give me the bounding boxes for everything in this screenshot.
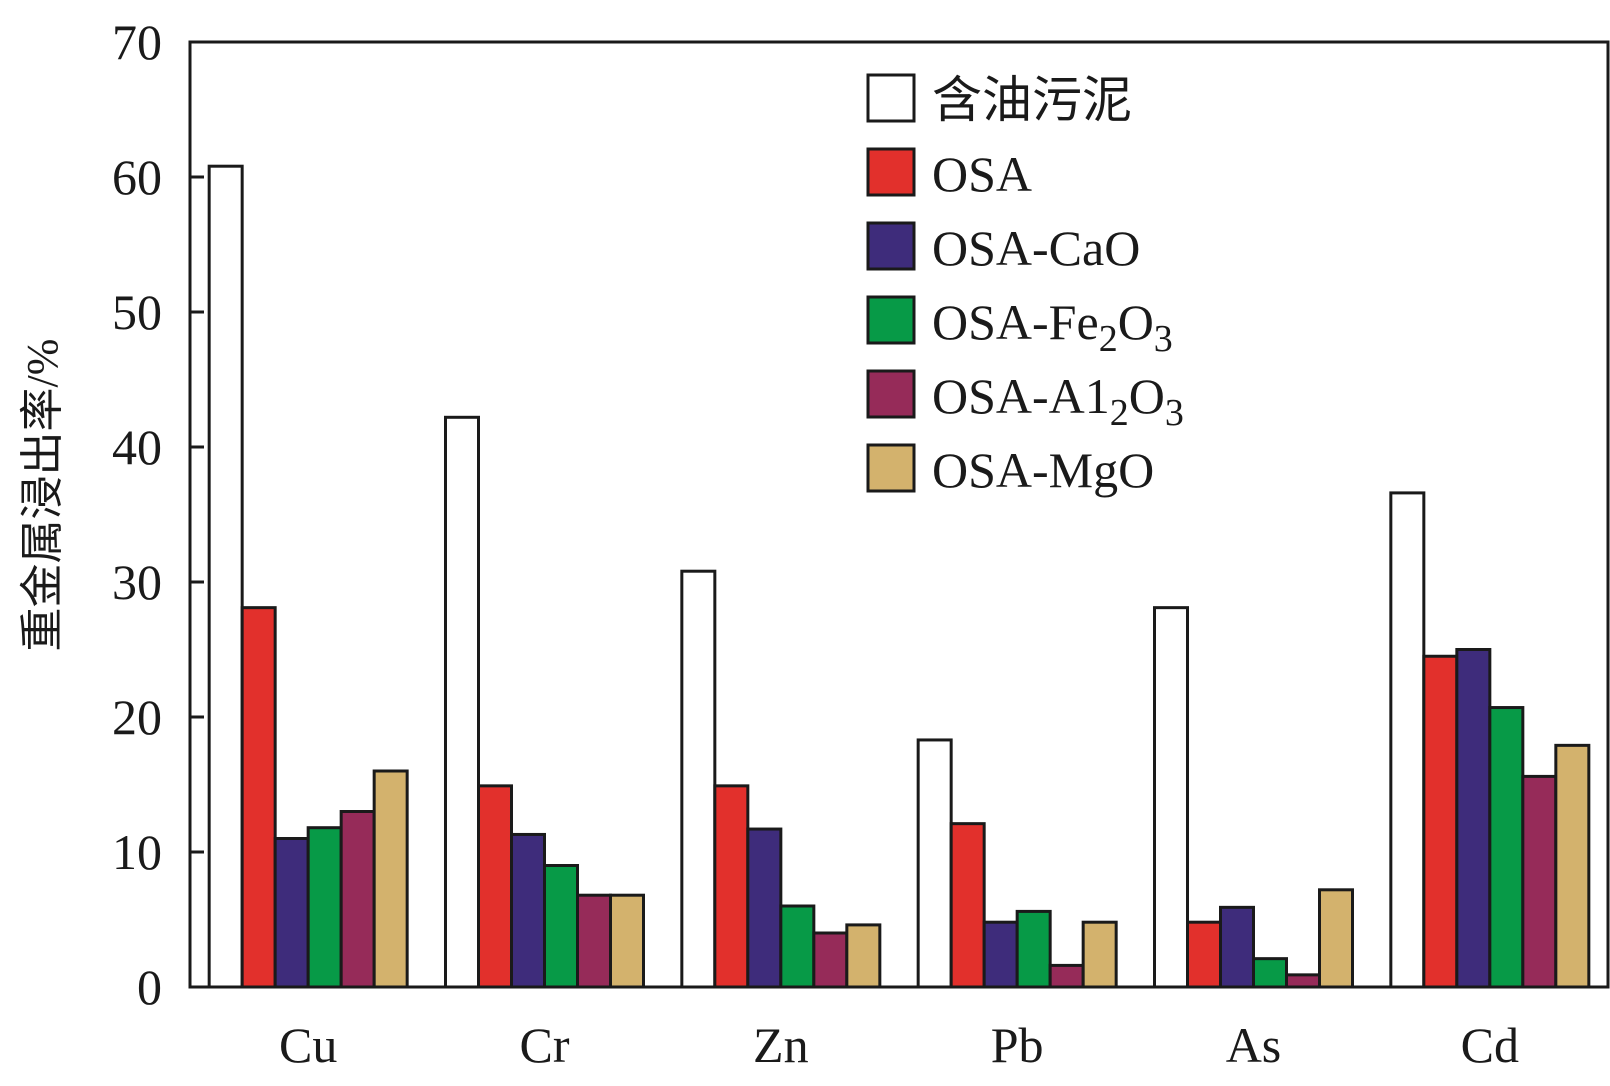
plot-frame <box>188 40 1610 989</box>
legend-swatch <box>866 295 916 345</box>
bar <box>510 832 546 989</box>
bar <box>1153 606 1189 989</box>
legend-label-text: OSA-CaO <box>932 220 1140 276</box>
legend-label-subscript: 3 <box>1165 392 1184 434</box>
bar <box>543 864 579 989</box>
legend-label-subscript: 2 <box>1110 392 1129 434</box>
bar <box>982 920 1019 989</box>
legend-label-subscript: 3 <box>1154 318 1173 360</box>
y-tick-label: 20 <box>112 689 162 745</box>
bar <box>1318 888 1354 989</box>
bar <box>1048 963 1085 989</box>
bar <box>845 923 882 989</box>
bar <box>1219 905 1255 989</box>
bar <box>477 784 513 989</box>
legend-label-text: OSA-Fe <box>932 294 1099 350</box>
legend-label-formula: O <box>1118 294 1154 350</box>
legend-label-subscript: 2 <box>1099 318 1118 360</box>
legend-label: OSA-MgO <box>932 442 1154 498</box>
legend-label: OSA-CaO <box>932 220 1140 276</box>
y-axis-title: 重金属浸出率/% <box>18 339 67 652</box>
legend-label-formula: O <box>1129 368 1165 424</box>
legend-swatch <box>866 443 916 493</box>
bar <box>1285 973 1321 989</box>
bar <box>339 810 376 989</box>
bar <box>1081 920 1118 989</box>
legend-swatch <box>866 221 916 271</box>
x-tick-label: Cu <box>279 1017 337 1073</box>
bar <box>1015 909 1052 989</box>
bar <box>576 893 612 989</box>
x-tick-label: Zn <box>753 1017 809 1073</box>
bar <box>1422 654 1459 989</box>
y-axis: 0 10 20 30 40 50 60 70 <box>112 14 204 1015</box>
bar <box>680 569 717 989</box>
bar <box>609 893 645 989</box>
legend-label-text: OSA <box>932 146 1032 202</box>
bar <box>306 826 343 989</box>
bar <box>779 904 816 989</box>
legend-label: OSA <box>932 146 1032 202</box>
y-tick-label: 70 <box>112 14 162 70</box>
bar <box>273 837 310 989</box>
bar <box>1455 648 1492 989</box>
bars-layer <box>207 164 1591 989</box>
bar <box>372 769 409 989</box>
legend-label: 含油污泥 <box>932 72 1132 128</box>
bar <box>1186 920 1222 989</box>
bar <box>916 738 953 989</box>
y-tick-label: 50 <box>112 284 162 340</box>
bar <box>207 164 244 989</box>
x-tick-label: Pb <box>991 1017 1044 1073</box>
legend-swatch <box>866 147 916 197</box>
x-axis: Cu Cr Zn Pb As Cd <box>279 1017 1519 1073</box>
x-tick-label: Cd <box>1461 1017 1519 1073</box>
bar <box>1554 743 1591 989</box>
x-tick-label: As <box>1226 1017 1282 1073</box>
x-tick-label: Cr <box>520 1017 570 1073</box>
legend-label: OSA-Fe2O3 <box>932 294 1173 360</box>
legend-label-text: OSA-A1 <box>932 368 1110 424</box>
y-tick-label: 0 <box>137 959 162 1015</box>
bar <box>713 784 750 989</box>
legend-swatch <box>866 73 916 123</box>
bar <box>444 415 480 989</box>
bar <box>1521 774 1558 989</box>
legend-label-text: 含油污泥 <box>932 72 1132 128</box>
bar <box>812 931 849 989</box>
bar <box>1389 491 1426 989</box>
y-tick-label: 60 <box>112 149 162 205</box>
bar <box>1488 706 1525 989</box>
y-tick-label: 30 <box>112 554 162 610</box>
bar <box>949 822 986 989</box>
legend-label-text: OSA-MgO <box>932 442 1154 498</box>
bar <box>240 606 277 989</box>
legend-label: OSA-A12O3 <box>932 368 1184 434</box>
bar <box>1252 957 1288 989</box>
legend-swatch <box>866 369 916 419</box>
y-tick-label: 40 <box>112 419 162 475</box>
bar <box>746 827 783 989</box>
y-tick-label: 10 <box>112 824 162 880</box>
